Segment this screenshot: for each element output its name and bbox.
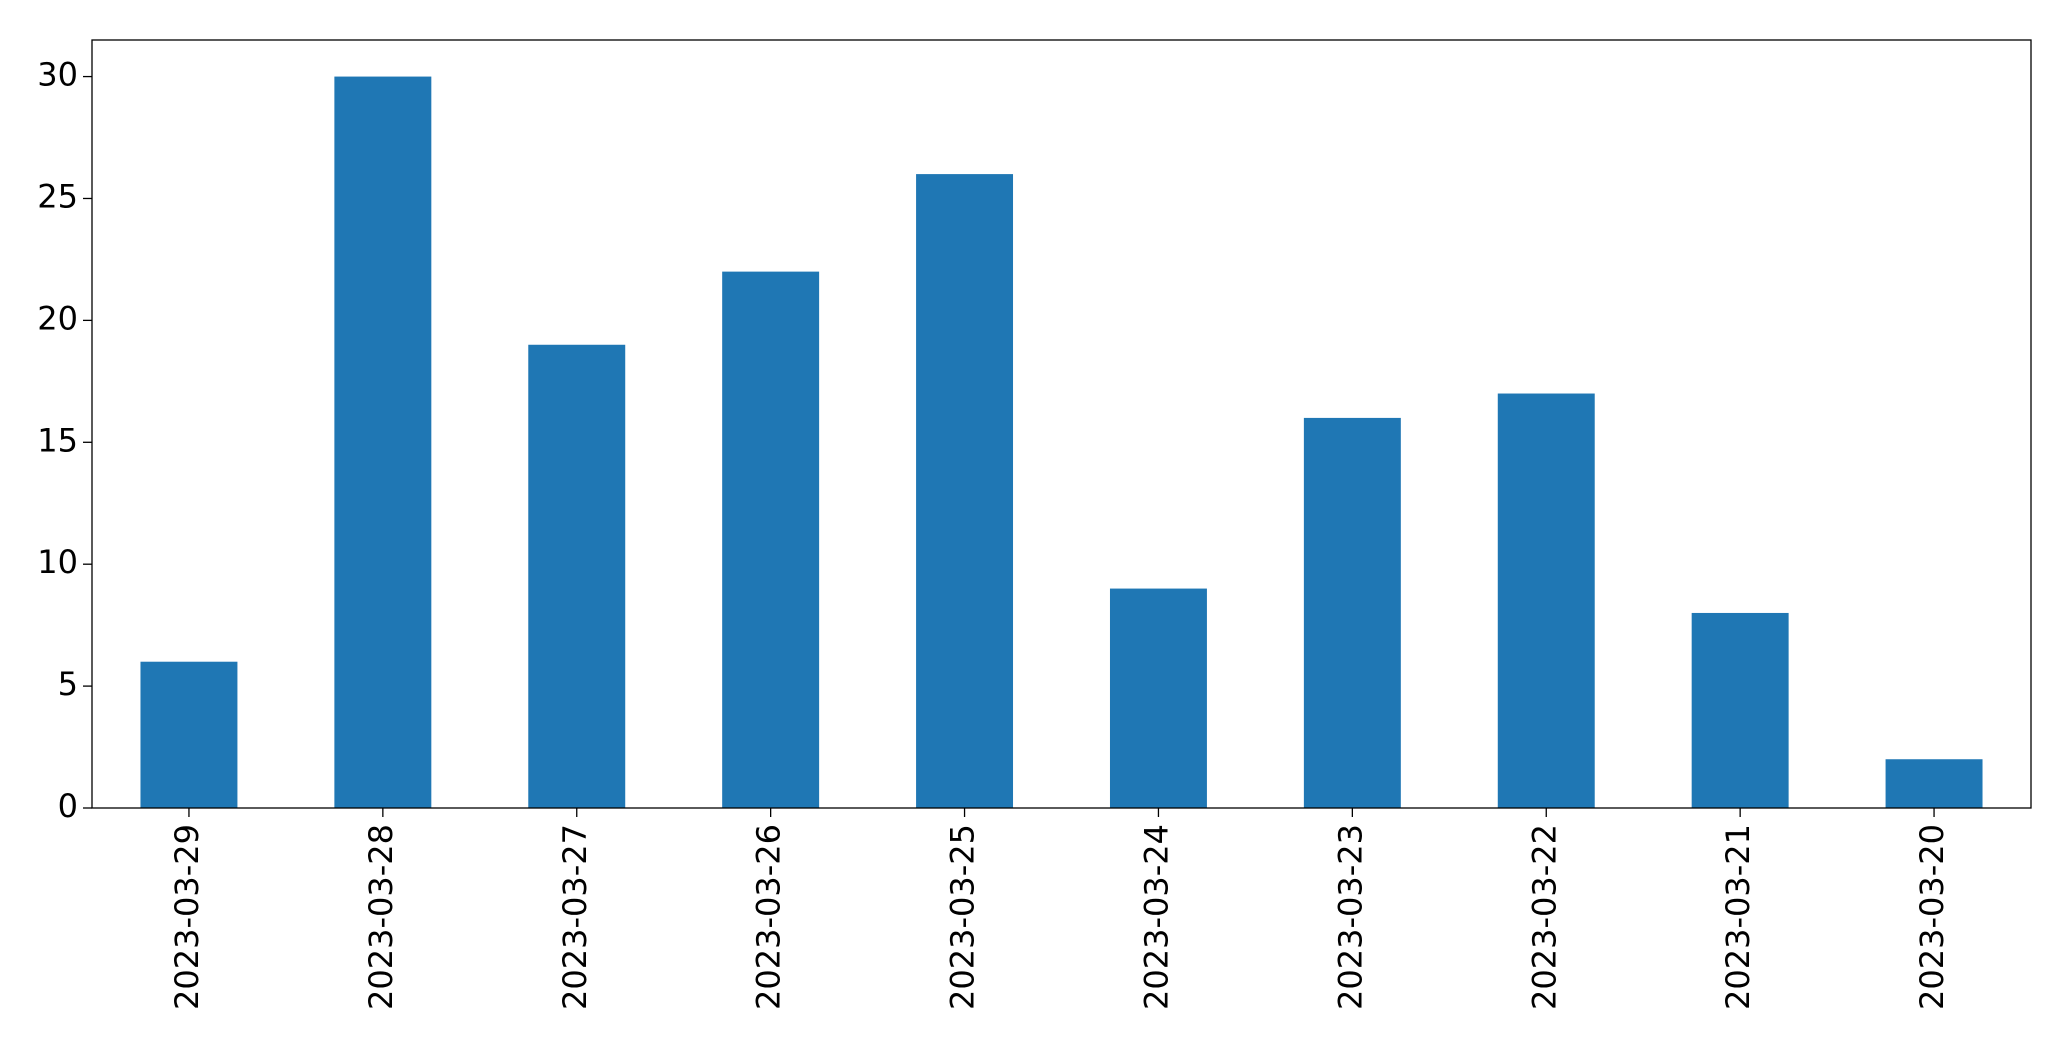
- x-tick-label: 2023-03-25: [944, 824, 982, 1010]
- x-tick-label: 2023-03-27: [556, 824, 594, 1010]
- x-tick-label: 2023-03-22: [1525, 824, 1563, 1010]
- bar: [916, 174, 1014, 809]
- plot-frame: [91, 39, 2032, 809]
- y-tick-label: 20: [37, 299, 78, 337]
- x-tick-label: 2023-03-24: [1137, 824, 1175, 1010]
- bar: [1885, 759, 1983, 808]
- y-tick-label: 15: [37, 421, 78, 459]
- x-tick-label: 2023-03-26: [750, 824, 788, 1010]
- y-tick-label: 10: [37, 543, 78, 581]
- x-tick-label: 2023-03-29: [168, 824, 206, 1010]
- bar: [1691, 612, 1789, 808]
- bar: [1497, 393, 1595, 808]
- x-tick-label: 2023-03-20: [1913, 824, 1951, 1010]
- bar: [1303, 417, 1401, 808]
- bar: [1109, 588, 1207, 808]
- bar: [140, 661, 238, 808]
- bar: [528, 344, 626, 808]
- x-tick-label: 2023-03-28: [362, 824, 400, 1010]
- y-tick-label: 30: [37, 56, 78, 94]
- x-tick-label: 2023-03-23: [1331, 824, 1369, 1010]
- y-tick-label: 25: [37, 177, 78, 215]
- y-tick-label: 0: [58, 787, 78, 825]
- x-tick-label: 2023-03-21: [1719, 824, 1757, 1010]
- bar: [334, 76, 432, 809]
- bar: [722, 271, 820, 809]
- y-tick-label: 5: [58, 665, 78, 703]
